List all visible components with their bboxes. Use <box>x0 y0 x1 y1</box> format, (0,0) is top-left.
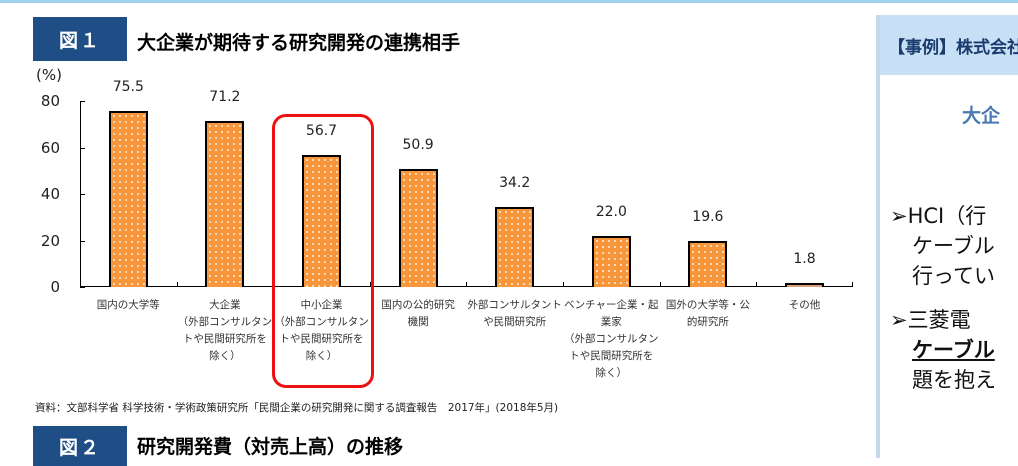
bar-0 <box>108 111 148 287</box>
bullet-1: ➢HCI（行 ケーブル 行ってい <box>890 201 995 291</box>
category-label: 中小企業 （外部コンサルタン トや民間研究所を 除く） <box>274 299 369 362</box>
y-tick-mark <box>80 147 85 149</box>
figure2-title: 研究開発費（対売上高）の推移 <box>137 436 404 458</box>
x-tick-mark <box>852 282 853 287</box>
x-tick-mark <box>176 282 178 287</box>
bullet-1-line-1: ➢HCI（行 <box>890 204 987 228</box>
y-tick-mark <box>80 240 85 242</box>
figure2-label: 図２ <box>33 426 127 466</box>
y-tick-label: 40 <box>40 185 60 203</box>
source-note: 資料：文部科学省 科学技術・学術政策研究所「民間企業の研究開発に関する調査報告 … <box>35 402 559 414</box>
bar-3 <box>398 168 438 287</box>
figure1-label: 図１ <box>33 17 127 61</box>
x-tick-mark <box>756 282 758 287</box>
bullet-2-line-2: ケーブル <box>912 338 995 362</box>
bar-4 <box>495 207 535 287</box>
case-study-subtitle: 大企 <box>962 105 1001 127</box>
category-label: 外部コンサルタント や民間研究所 <box>467 299 562 328</box>
top-accent-band <box>0 0 1018 3</box>
category-label: 大企業 （外部コンサルタン トや民間研究所を 除く） <box>177 299 273 362</box>
bullet-2-line-3: 題を抱え <box>912 368 996 392</box>
y-tick-label: 20 <box>40 231 60 250</box>
y-tick-mark <box>80 287 85 288</box>
category-label: その他 <box>788 299 821 311</box>
value-label: 34.2 <box>499 175 531 192</box>
value-label: 56.7 <box>305 123 338 140</box>
y-tick-label: 0 <box>50 278 60 296</box>
bar-6 <box>688 241 728 287</box>
y-tick-label: 80 <box>40 92 60 110</box>
category-label: ベンチャー企業・起 業家 （外部コンサルタン トや民間研究所を 除く） <box>564 299 659 379</box>
bar-5 <box>591 235 631 287</box>
value-label: 19.6 <box>692 209 724 226</box>
x-tick-mark <box>466 282 468 287</box>
bullet-2-line-1: ➢三菱電 <box>890 308 971 332</box>
x-tick-mark <box>369 282 371 287</box>
value-label: 1.8 <box>793 250 816 267</box>
y-axis-unit: (%) <box>36 66 62 84</box>
highlight-box-sme <box>272 114 374 388</box>
x-tick-mark <box>659 282 661 287</box>
category-label: 国外の大学等・公 的研究所 <box>665 299 750 328</box>
value-label: 50.9 <box>402 136 434 153</box>
bullet-2: ➢三菱電 ケーブル 題を抱え <box>890 305 996 395</box>
case-study-header: 【事例】株式会社 <box>880 15 1018 75</box>
bar-7 <box>785 282 824 287</box>
value-label: 75.5 <box>112 79 144 96</box>
bar-2 <box>302 155 341 287</box>
bar-1 <box>205 121 245 287</box>
bullet-1-line-2: ケーブル <box>912 234 995 258</box>
figure1-title: 大企業が期待する研究開発の連携相手 <box>137 32 461 54</box>
value-label: 22.0 <box>595 203 627 220</box>
case-study-panel: 【事例】株式会社 大企 ➢HCI（行 ケーブル 行ってい ➢三菱電 ケーブル 題… <box>876 15 1018 458</box>
bar-chart: (%) 0 20 40 60 80 75.5 国内の大学等 71.2 大企業 （外部コンサルタン… <box>36 66 853 388</box>
x-tick-mark <box>563 282 564 287</box>
category-label: 国内の大学等 <box>96 299 160 311</box>
category-label: 国内の公的研究 機関 <box>381 299 455 328</box>
y-tick-label: 60 <box>40 138 60 157</box>
y-tick-mark <box>80 194 85 195</box>
y-tick-mark <box>80 101 85 102</box>
value-label: 71.2 <box>209 89 241 106</box>
bullet-1-line-3: 行ってい <box>912 264 995 288</box>
